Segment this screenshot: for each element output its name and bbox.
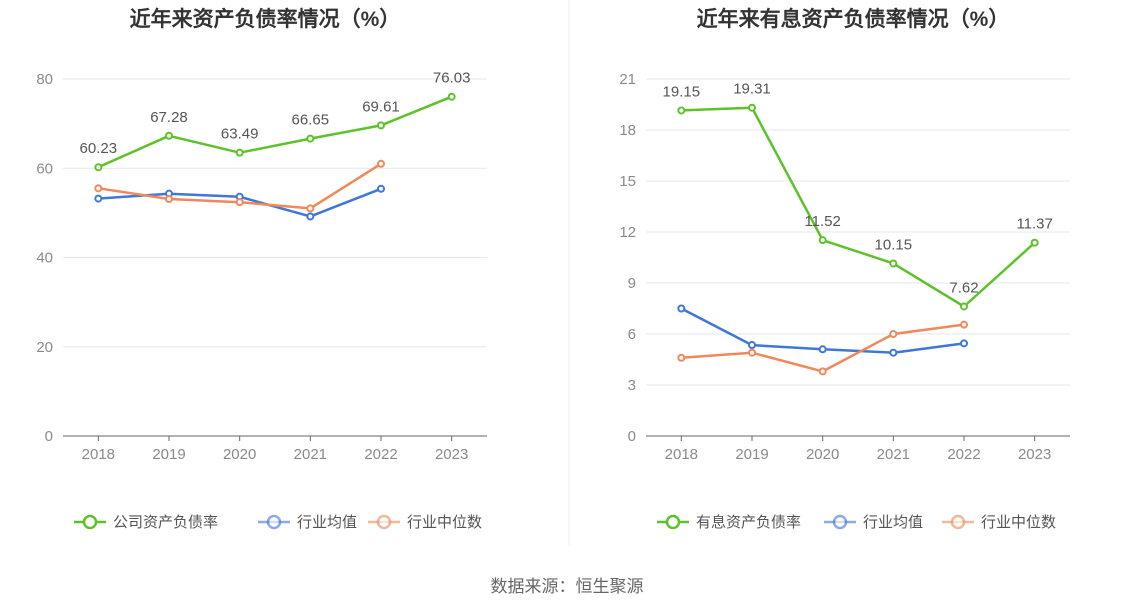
chart-title-interest-debt-ratio: 近年来有息资产负债率情况（%） xyxy=(697,7,1010,31)
chart1-data-label: 66.65 xyxy=(292,112,330,129)
chart1-data-label: 67.28 xyxy=(150,109,188,126)
chart1-legend-marker-1 xyxy=(266,514,282,530)
chart2-y-tick-label: 21 xyxy=(619,71,636,88)
chart1-y-tick-label: 40 xyxy=(36,250,53,267)
chart1-data-label: 60.23 xyxy=(80,140,118,157)
chart1-x-tick-label: 2019 xyxy=(152,446,185,463)
chart1-series-0-point xyxy=(447,92,456,101)
chart2-legend-marker-1 xyxy=(832,514,848,530)
chart2-legend-label-2: 行业中位数 xyxy=(981,514,1056,531)
chart2-series-2-point xyxy=(889,330,898,338)
chart2-x-tick-label: 2023 xyxy=(1018,446,1051,463)
chart2-series-0-point xyxy=(818,236,827,245)
chart1-legend-label-0: 公司资产负债率 xyxy=(113,514,218,531)
chart2-y-tick-label: 15 xyxy=(619,173,636,190)
chart2-series-0-line xyxy=(681,106,1036,308)
chart2-data-label: 11.37 xyxy=(1016,216,1052,233)
chart1-series-1-point xyxy=(377,184,385,193)
chart2-series-2-point xyxy=(960,320,968,329)
chart2-legend-label-0: 有息资产负债率 xyxy=(696,514,801,531)
chart1-series-2-point xyxy=(235,198,244,207)
chart2-series-1-point xyxy=(818,345,827,354)
chart2-series-2-point xyxy=(748,348,756,357)
chart2-series-0-point xyxy=(677,106,686,115)
chart1-series-2-point xyxy=(94,184,103,193)
chart1-series-0-point xyxy=(306,134,315,143)
chart1-legend-marker-0 xyxy=(82,514,98,530)
chart1-series-0-line xyxy=(97,95,453,169)
chart1-legend-label-1: 行业均值 xyxy=(297,514,357,531)
chart1-y-tick-label: 0 xyxy=(45,428,53,445)
chart2-x-tick-label: 2019 xyxy=(735,446,768,463)
chart2-series-1-point xyxy=(960,339,968,348)
chart2-x-tick-label: 2022 xyxy=(947,446,980,463)
chart2-x-tick-label: 2018 xyxy=(665,446,698,463)
chart1-series-2-point xyxy=(165,195,173,204)
chart2-legend-label-1: 行业均值 xyxy=(863,514,923,531)
chart-title-debt-ratio: 近年来资产负债率情况（%） xyxy=(130,7,401,31)
chart2-legend-marker-0 xyxy=(665,514,681,530)
chart2-y-tick-label: 12 xyxy=(619,224,636,241)
chart1-x-tick-label: 2021 xyxy=(294,446,327,463)
chart1-y-tick-label: 80 xyxy=(36,71,53,88)
chart1-series-0-point xyxy=(165,131,173,140)
chart2-series-0-point xyxy=(1030,238,1039,247)
source-note: 数据来源：恒生聚源 xyxy=(491,577,644,596)
chart1-y-tick-label: 20 xyxy=(36,339,53,356)
chart1-y-tick-label: 60 xyxy=(36,160,53,177)
chart2-series-1-point xyxy=(889,348,898,357)
chart2-y-tick-label: 3 xyxy=(628,377,636,394)
chart1-x-tick-label: 2022 xyxy=(364,446,397,463)
chart2-series-0-point xyxy=(960,302,968,311)
chart2-series-1-point xyxy=(677,304,686,313)
chart1-data-label: 63.49 xyxy=(221,126,259,143)
chart1-x-tick-label: 2020 xyxy=(223,446,256,463)
chart2-y-tick-label: 0 xyxy=(628,428,636,445)
chart1-x-tick-label: 2023 xyxy=(435,446,468,463)
chart2-series-2-point xyxy=(677,353,686,362)
chart1-x-tick-label: 2018 xyxy=(82,446,115,463)
chart2-series-1-point xyxy=(748,341,756,350)
chart2-data-label: 11.52 xyxy=(804,213,840,230)
chart1-series-1-point xyxy=(94,194,103,203)
chart2-series-0-point xyxy=(889,259,898,268)
chart1-series-1-point xyxy=(306,212,315,221)
chart2-data-label: 7.62 xyxy=(949,279,978,296)
chart2-x-tick-label: 2020 xyxy=(806,446,839,463)
chart1-legend-label-2: 行业中位数 xyxy=(407,514,482,531)
chart2-series-2-point xyxy=(818,367,827,376)
chart2-data-label: 10.15 xyxy=(875,236,913,253)
chart2-y-tick-label: 6 xyxy=(628,326,636,343)
chart2-y-tick-label: 18 xyxy=(619,122,636,139)
chart2-data-label: 19.31 xyxy=(733,81,771,98)
chart1-series-0-point xyxy=(94,163,103,172)
chart1-series-0-point xyxy=(377,121,385,130)
chart2-x-tick-label: 2021 xyxy=(877,446,910,463)
chart1-series-0-point xyxy=(235,148,244,157)
chart2-y-tick-label: 9 xyxy=(628,275,636,292)
chart1-series-2-point xyxy=(306,204,315,213)
chart2-data-label: 19.15 xyxy=(663,83,701,100)
chart1-series-2-point xyxy=(377,159,385,168)
chart1-legend-marker-2 xyxy=(376,514,392,530)
chart2-legend-marker-2 xyxy=(950,514,966,530)
chart1-data-label: 76.03 xyxy=(433,70,471,87)
chart2-series-0-point xyxy=(748,103,756,112)
chart1-data-label: 69.61 xyxy=(362,98,400,115)
